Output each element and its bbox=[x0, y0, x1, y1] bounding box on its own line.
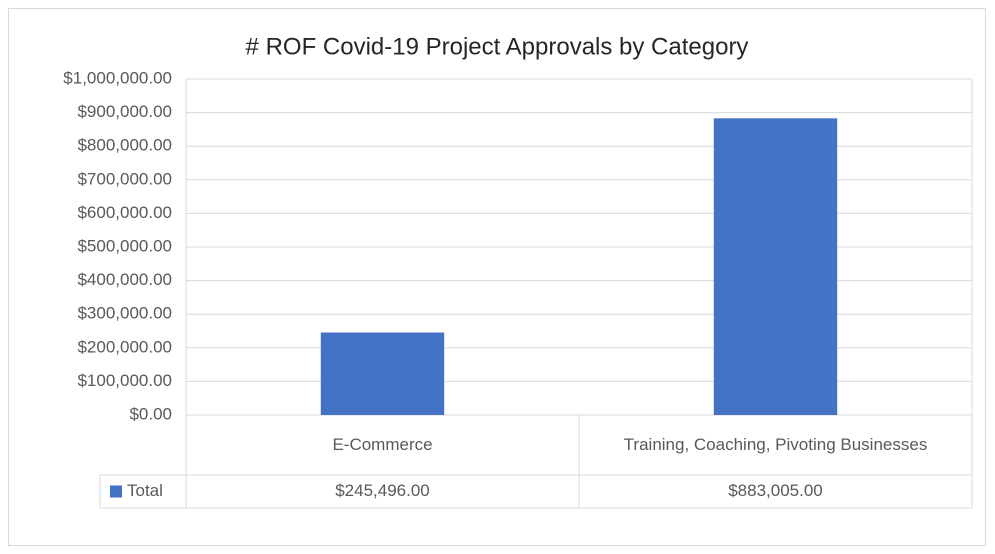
y-tick-label: $300,000.00 bbox=[77, 304, 172, 323]
y-tick-label: $700,000.00 bbox=[77, 169, 172, 188]
y-tick-label: $200,000.00 bbox=[77, 337, 172, 356]
x-tick-label: E-Commerce bbox=[332, 435, 433, 454]
legend-label: Total bbox=[127, 481, 163, 500]
y-tick-label: $800,000.00 bbox=[77, 136, 172, 155]
y-tick-label: $1,000,000.00 bbox=[63, 68, 172, 87]
chart-title: # ROF Covid-19 Project Approvals by Cate… bbox=[246, 33, 749, 60]
legend-swatch bbox=[110, 485, 122, 498]
y-tick-label: $600,000.00 bbox=[77, 203, 172, 222]
y-tick-label: $400,000.00 bbox=[77, 270, 172, 289]
y-tick-label: $900,000.00 bbox=[77, 102, 172, 121]
y-tick-label: $0.00 bbox=[129, 404, 172, 423]
bar bbox=[320, 332, 445, 415]
y-tick-label: $100,000.00 bbox=[77, 371, 172, 390]
bar bbox=[713, 118, 838, 416]
x-tick-label: Training, Coaching, Pivoting Businesses bbox=[623, 435, 928, 454]
y-tick-label: $500,000.00 bbox=[77, 236, 172, 255]
table-value: $883,005.00 bbox=[728, 481, 823, 500]
table-value: $245,496.00 bbox=[335, 481, 430, 500]
